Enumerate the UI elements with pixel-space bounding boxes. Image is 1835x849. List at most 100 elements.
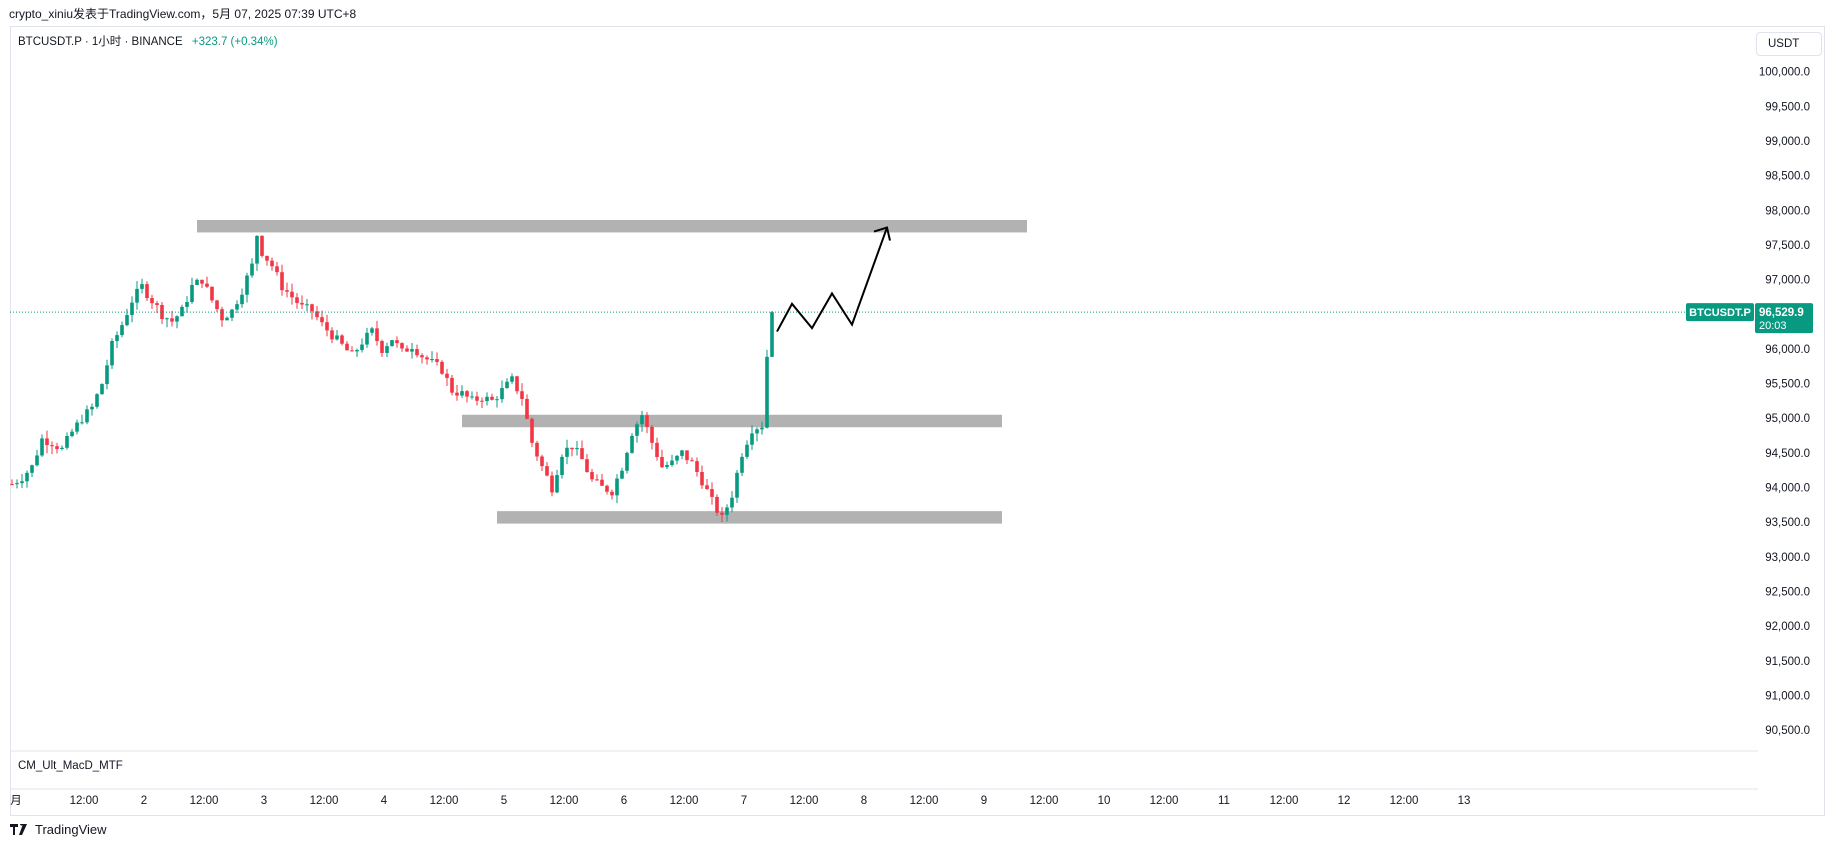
y-tick-label: 91,500.0	[1765, 656, 1810, 668]
candle-body	[595, 479, 599, 481]
candle-body	[95, 394, 99, 407]
x-tick-label: 10	[1098, 795, 1111, 807]
candle-body	[165, 318, 169, 320]
candle-body	[470, 396, 474, 398]
x-tick-label: 12:00	[190, 795, 219, 807]
candle-body	[490, 396, 494, 400]
candle-body	[280, 272, 284, 291]
candle-body	[710, 489, 714, 497]
candle-body	[275, 266, 279, 273]
candle-body	[640, 415, 644, 425]
brand-label: TradingView	[35, 822, 107, 837]
candle-body	[715, 496, 719, 513]
candle-body	[380, 341, 384, 353]
candle-body	[200, 279, 204, 284]
candle-body	[160, 305, 164, 320]
candle-body	[365, 332, 369, 345]
candle-body	[220, 309, 224, 321]
candle-body	[650, 426, 654, 443]
y-tick-label: 98,500.0	[1765, 171, 1810, 183]
candle-body	[760, 427, 764, 430]
candle-body	[620, 470, 624, 479]
candle-body	[55, 446, 59, 449]
candle-body	[670, 460, 674, 466]
candle-body	[260, 235, 264, 256]
candle-body	[485, 396, 489, 402]
candle-body	[190, 284, 194, 302]
y-tick-label: 99,000.0	[1765, 136, 1810, 148]
candle-body	[425, 357, 429, 360]
candle-body	[70, 431, 74, 437]
candle-body	[400, 343, 404, 349]
symbol-tag-label: BTCUSDT.P	[1689, 307, 1751, 319]
y-tick-label: 95,000.0	[1765, 413, 1810, 425]
tradingview-logo[interactable]: TradingView	[10, 822, 107, 837]
publish-info: crypto_xiniu发表于TradingView.com，5月 07, 20…	[9, 7, 357, 21]
zone-rect	[197, 219, 1027, 233]
candle-body	[700, 471, 704, 486]
x-tick-label: 月	[10, 795, 22, 807]
x-tick-label: 9	[981, 795, 987, 807]
candle-body	[590, 472, 594, 480]
candle-body	[310, 304, 314, 312]
x-tick-label: 8	[861, 795, 867, 807]
candle-body	[520, 391, 524, 399]
candle-body	[60, 447, 64, 449]
candle-body	[210, 286, 214, 301]
candle-body	[540, 456, 544, 467]
x-tick-label: 12:00	[1270, 795, 1299, 807]
symbol-legend: BTCUSDT.P · 1小时 · BINANCE +323.7 (+0.34%…	[18, 33, 278, 49]
candle-body	[445, 373, 449, 378]
candle-body	[735, 472, 739, 498]
zone-rect	[462, 414, 1002, 428]
projection-arrow	[776, 226, 891, 333]
candle-body	[510, 376, 514, 382]
candle-body	[585, 459, 589, 473]
candle-body	[315, 311, 319, 318]
y-tick-label: 94,500.0	[1765, 448, 1810, 460]
candle-body	[255, 235, 259, 264]
currency-button[interactable]: USDT	[1756, 32, 1822, 56]
candle-body	[85, 409, 89, 423]
candle-body	[25, 472, 29, 482]
candle-body	[65, 436, 69, 448]
x-tick-label: 5	[501, 795, 507, 807]
candle-body	[305, 304, 309, 306]
candle-body	[500, 388, 504, 400]
candle-body	[630, 435, 634, 453]
candle-body	[185, 301, 189, 307]
candle-body	[550, 475, 554, 493]
candle-body	[360, 344, 364, 350]
candle-body	[575, 448, 579, 450]
candle-body	[645, 415, 649, 427]
candle-body	[580, 448, 584, 460]
candle-body	[545, 466, 549, 476]
candle-body	[530, 418, 534, 443]
y-tick-label: 97,500.0	[1765, 240, 1810, 252]
indicator-label[interactable]: CM_Ult_MacD_MTF	[18, 760, 123, 772]
candle-body	[135, 288, 139, 303]
x-tick-label: 7	[741, 795, 747, 807]
x-tick-label: 13	[1458, 795, 1471, 807]
zone-rect	[497, 511, 1002, 524]
x-tick-label: 12:00	[670, 795, 699, 807]
candle-body	[435, 359, 439, 362]
y-tick-label: 91,000.0	[1765, 691, 1810, 703]
candle-body	[320, 317, 324, 323]
candle-body	[285, 290, 289, 292]
candle-body	[495, 399, 499, 401]
candle-body	[415, 349, 419, 356]
x-tick-label: 12:00	[1150, 795, 1179, 807]
x-tick-label: 4	[381, 795, 388, 807]
y-tick-label: 96,000.0	[1765, 344, 1810, 356]
candle-body	[125, 315, 129, 326]
candle-body	[460, 391, 464, 396]
candle-body	[570, 447, 574, 450]
candle-body	[40, 438, 44, 456]
price-change: +323.7 (+0.34%)	[191, 36, 278, 48]
candle-body	[345, 343, 349, 351]
y-tick-label: 92,500.0	[1765, 587, 1810, 599]
candle-body	[705, 485, 709, 490]
x-tick-label: 12:00	[910, 795, 939, 807]
